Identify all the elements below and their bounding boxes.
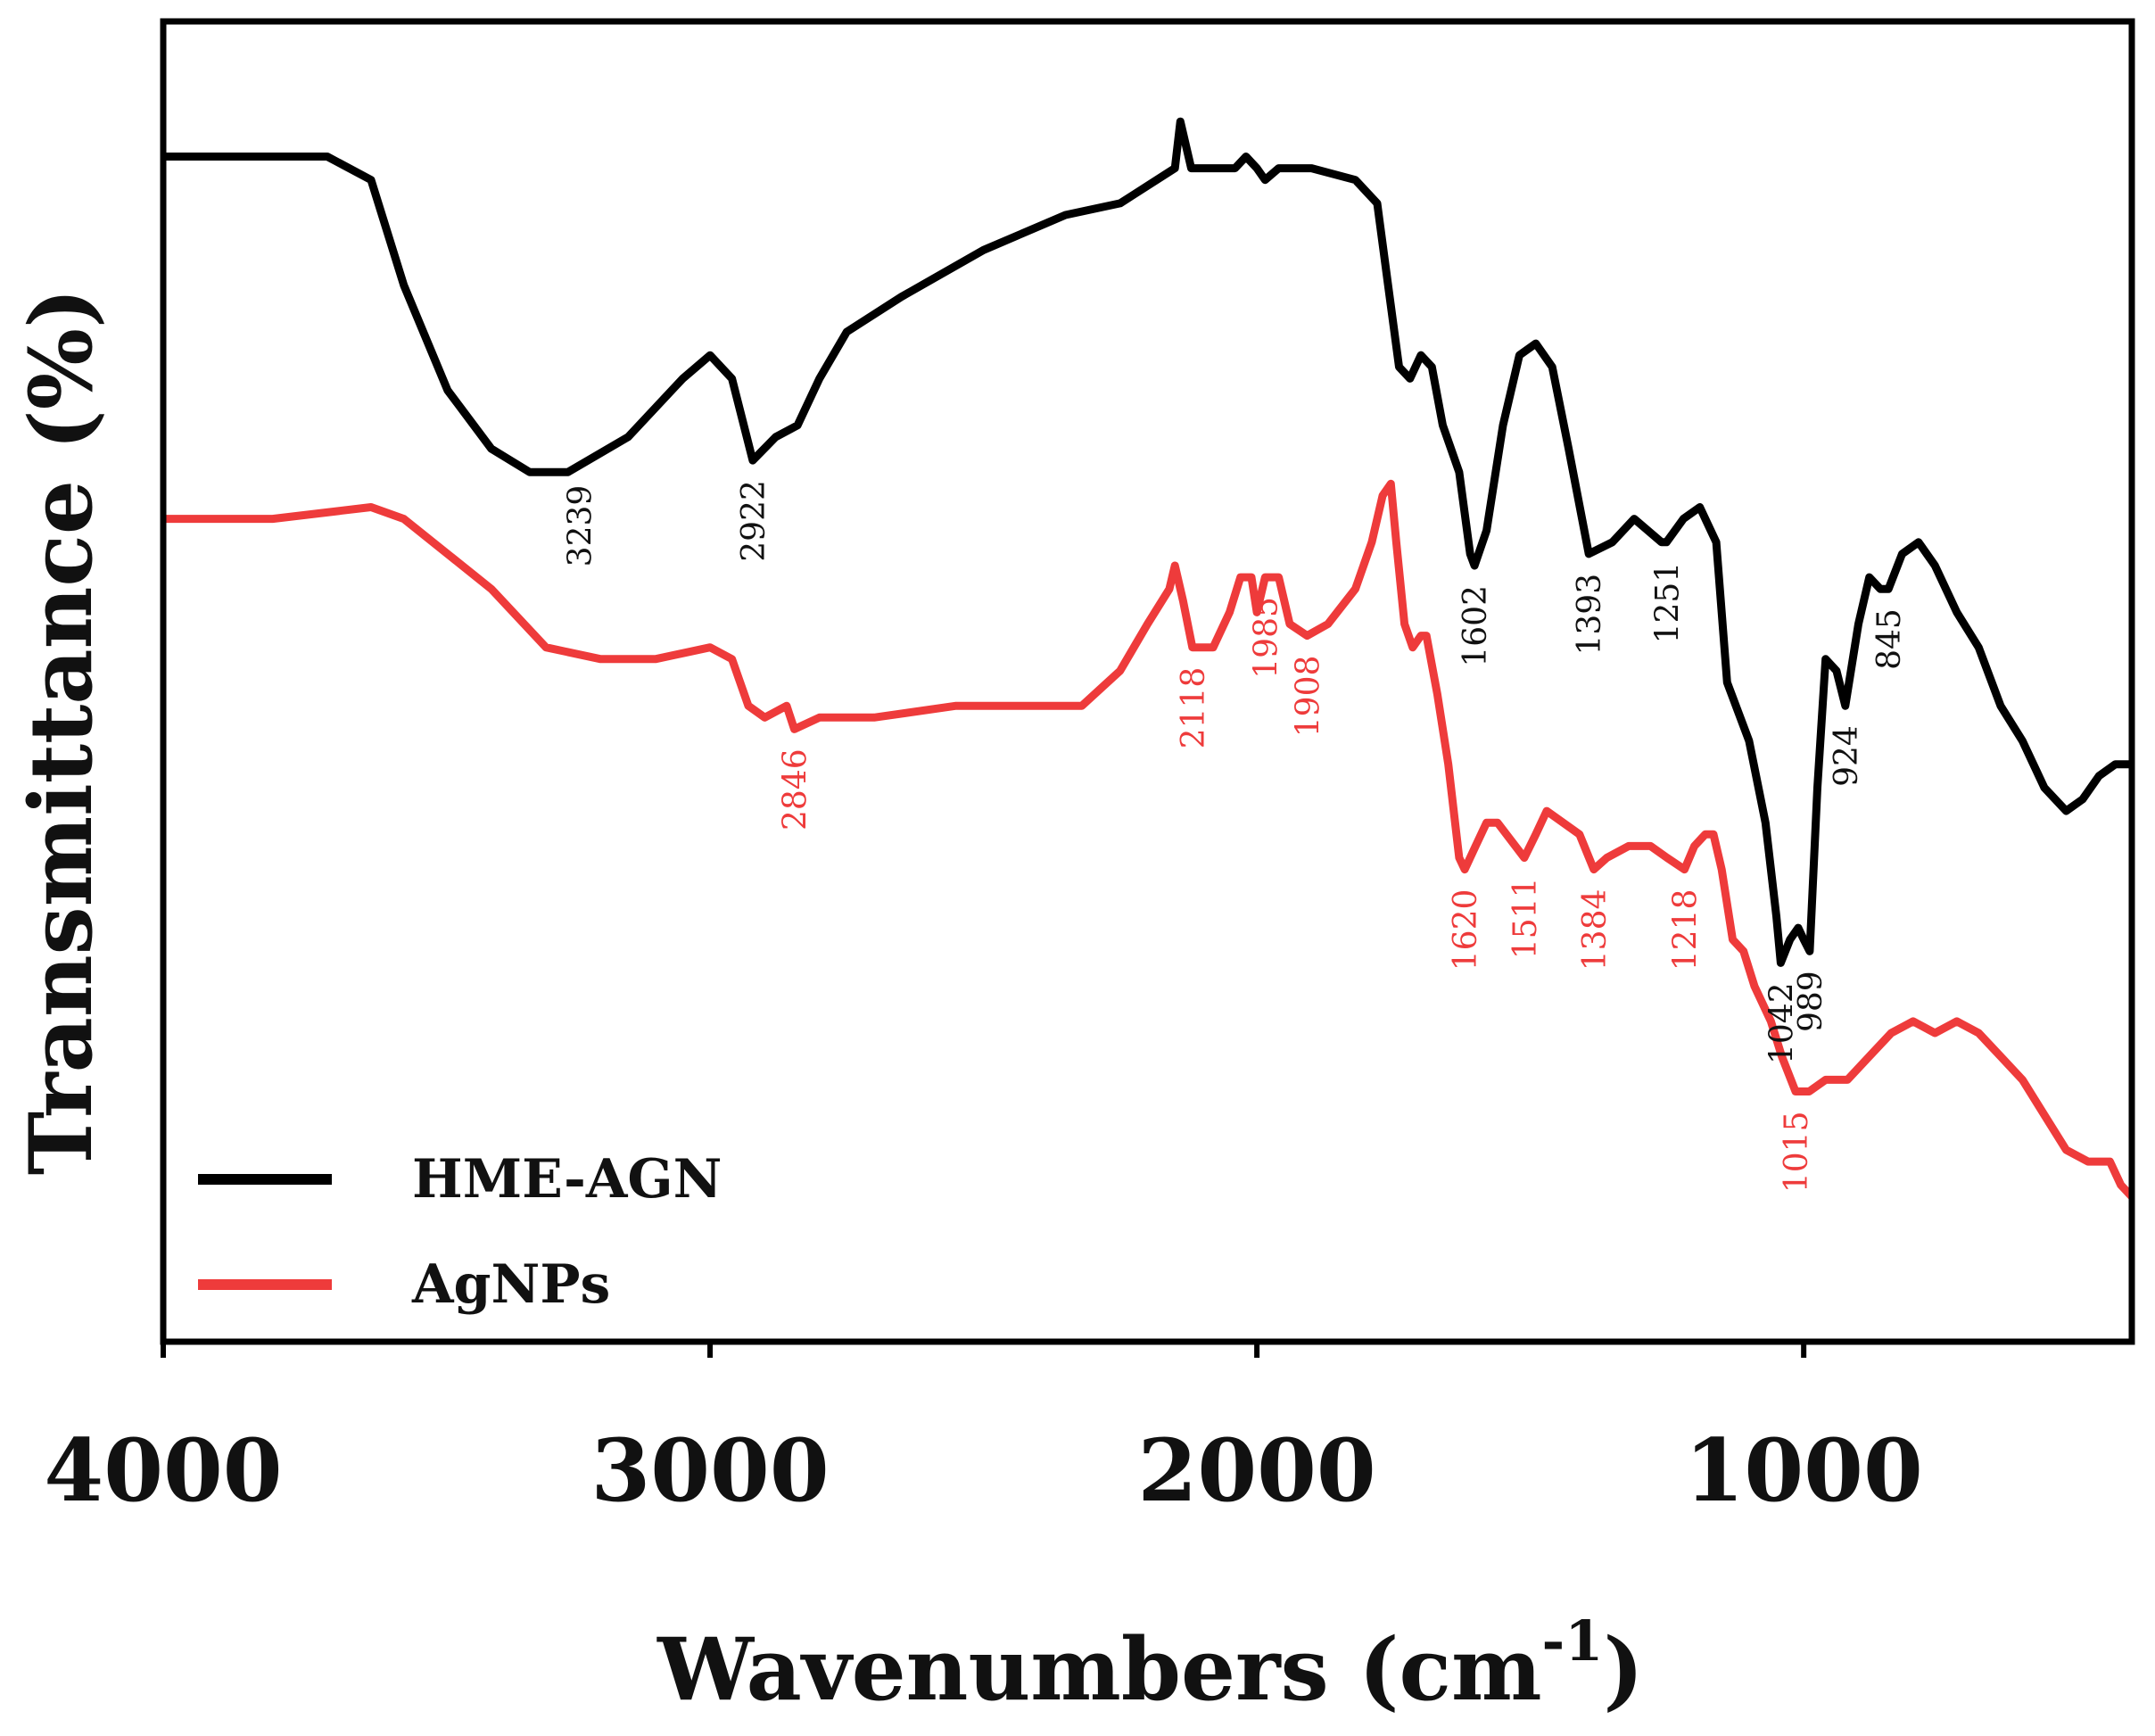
x-axis-title-main: Wavenumbers (cm: [656, 1619, 1541, 1720]
plot-lines: [163, 117, 2135, 1200]
peak-label-2846: 2846: [778, 748, 814, 831]
series-line-hme-agn: [163, 117, 2132, 967]
x-tick-label: 4000: [44, 1420, 282, 1521]
peak-label-1042: 1042: [1763, 982, 1800, 1064]
peak-label-1620: 1620: [1448, 889, 1484, 971]
peak-label-924: 924: [1829, 725, 1865, 787]
peak-label-1384: 1384: [1577, 889, 1614, 971]
peak-label-1015: 1015: [1779, 1112, 1815, 1194]
x-tick-label: 2000: [1138, 1420, 1376, 1521]
x-axis-title: Wavenumbers (cm-1): [656, 1608, 1644, 1720]
x-tick-label: 3000: [590, 1420, 829, 1521]
series-line-agnps: [163, 479, 2135, 1200]
y-axis-title: Transmittance (%): [11, 288, 111, 1176]
legend-label-hme-agn: HME-AGN: [412, 1148, 722, 1211]
plot-frame: [160, 18, 2135, 1345]
peak-label-1985: 1985: [1248, 597, 1284, 679]
peak-label-2118: 2118: [1176, 667, 1212, 749]
x-axis-title-superscript: -1: [1542, 1608, 1604, 1674]
peak-label-3239: 3239: [563, 485, 599, 567]
x-axis-title-close: ): [1603, 1619, 1643, 1720]
x-tick-label: 1000: [1685, 1420, 1923, 1521]
peak-label-989: 989: [1793, 971, 1829, 1032]
x-axis-ticks: 4000 3000 2000 1000: [44, 1342, 1923, 1521]
peak-label-1602: 1602: [1457, 585, 1494, 667]
peak-label-1908: 1908: [1291, 656, 1327, 738]
legend: HME-AGN AgNPs: [198, 1148, 722, 1316]
peak-label-1251: 1251: [1649, 562, 1686, 644]
peak-label-2922: 2922: [736, 480, 772, 562]
peak-label-1218: 1218: [1668, 889, 1705, 971]
peak-label-1511: 1511: [1507, 878, 1544, 960]
legend-label-agnps: AgNPs: [411, 1253, 610, 1316]
peak-label-1393: 1393: [1572, 574, 1608, 656]
peak-label-845: 845: [1871, 608, 1908, 670]
